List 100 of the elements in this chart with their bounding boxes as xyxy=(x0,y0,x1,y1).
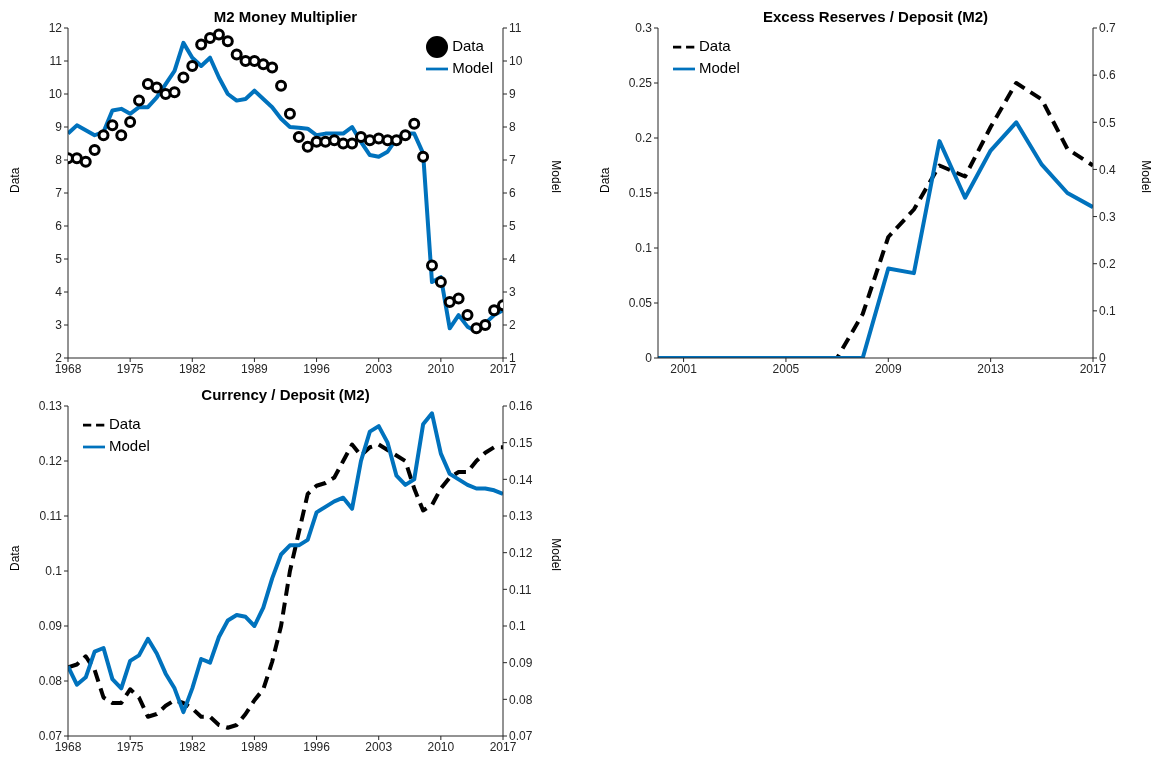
y2-tick-label: 8 xyxy=(509,120,516,135)
point xyxy=(79,155,92,168)
point xyxy=(106,119,119,132)
point xyxy=(168,86,181,99)
x-tick-label: 1982 xyxy=(178,361,206,376)
y-tick-label: 0.3 xyxy=(635,21,653,36)
x-tick-label: 1989 xyxy=(241,739,269,754)
point xyxy=(266,61,279,74)
point xyxy=(70,152,83,165)
y-tick-label: 0.11 xyxy=(39,509,63,524)
x-tick-label: 1968 xyxy=(54,739,82,754)
y2-tick-label: 0.16 xyxy=(509,399,533,414)
line-series xyxy=(68,40,503,334)
point xyxy=(133,94,146,107)
y2-tick-label: 0.15 xyxy=(509,435,533,450)
point xyxy=(399,129,412,142)
x-tick-label: 2013 xyxy=(977,361,1005,376)
point xyxy=(434,276,447,289)
y-tick-label: 0.15 xyxy=(628,186,653,201)
x-tick-label: 1975 xyxy=(116,739,144,754)
x-tick-label: 1968 xyxy=(54,361,82,376)
y2-tick-label: 0.09 xyxy=(509,655,533,670)
y2-tick-label: 9 xyxy=(509,87,516,102)
y-axis-title: Data xyxy=(8,167,23,193)
y2-tick-label: 7 xyxy=(509,153,516,168)
y2-tick-label: 11 xyxy=(509,21,522,36)
point xyxy=(292,130,305,143)
y2-tick-label: 6 xyxy=(509,186,516,201)
chart-title: Currency / Deposit (M2) xyxy=(201,386,370,403)
y-tick-label: 8 xyxy=(55,153,63,168)
y2-tick-label: 0.13 xyxy=(509,509,533,524)
point xyxy=(363,134,376,147)
y2-tick-label: 3 xyxy=(509,285,516,300)
y-tick-label: 9 xyxy=(55,120,63,135)
y-axis-title: Data xyxy=(598,167,613,193)
point xyxy=(124,116,137,129)
x-tick-label: 2010 xyxy=(427,361,455,376)
x-tick-label: 2017 xyxy=(1079,361,1107,376)
point xyxy=(221,35,234,48)
point xyxy=(212,28,225,41)
y2-tick-label: 0.3 xyxy=(1099,209,1117,224)
y-tick-label: 0.25 xyxy=(628,76,653,91)
point xyxy=(248,55,261,67)
y2-tick-label: 0.2 xyxy=(1099,256,1117,271)
point xyxy=(195,38,208,51)
y2-tick-label: 2 xyxy=(509,318,516,333)
point xyxy=(204,31,217,44)
point xyxy=(354,130,367,143)
y-tick-label: 11 xyxy=(49,54,63,69)
y2-tick-label: 0.5 xyxy=(1099,115,1117,130)
point xyxy=(346,137,359,150)
point xyxy=(283,107,296,120)
y2-tick-label: 0.6 xyxy=(1099,68,1117,83)
x-tick-label: 1975 xyxy=(116,361,144,376)
y-tick-label: 6 xyxy=(55,219,63,234)
y2-tick-label: 0.7 xyxy=(1099,21,1117,36)
point xyxy=(230,48,243,61)
x-tick-label: 2017 xyxy=(489,361,517,376)
point xyxy=(186,59,199,72)
x-tick-label: 1989 xyxy=(241,361,269,376)
y2-tick-label: 0.08 xyxy=(509,692,533,707)
point xyxy=(88,144,101,157)
y-tick-label: 0.05 xyxy=(628,296,653,311)
x-tick-label: 2005 xyxy=(772,361,800,376)
y-tick-label: 0 xyxy=(645,351,653,366)
point xyxy=(452,292,465,305)
point xyxy=(257,58,270,71)
y-tick-label: 0.12 xyxy=(38,454,63,469)
y-axis-title: Data xyxy=(8,545,23,571)
point xyxy=(177,71,190,84)
x-tick-label: 1996 xyxy=(303,739,331,754)
y-tick-label: 0.08 xyxy=(38,674,63,689)
legend-label: Model xyxy=(699,58,740,76)
x-tick-label: 1996 xyxy=(303,361,331,376)
point xyxy=(443,295,456,308)
y2-tick-label: 4 xyxy=(509,252,516,267)
point xyxy=(159,88,172,100)
point xyxy=(408,117,421,130)
y2-axis-title: Model xyxy=(1138,160,1153,193)
point xyxy=(417,150,430,163)
point xyxy=(488,304,501,317)
point xyxy=(470,322,483,335)
y2-tick-label: 0.1 xyxy=(1099,304,1117,319)
x-tick-label: 1982 xyxy=(178,739,206,754)
y2-tick-label: 0.1 xyxy=(509,619,527,634)
chart-title: M2 Money Multiplier xyxy=(213,8,358,25)
legend-label: Model xyxy=(109,436,150,454)
x-tick-label: 2009 xyxy=(874,361,902,376)
y2-axis-title: Model xyxy=(548,538,563,571)
x-tick-label: 2003 xyxy=(365,361,393,376)
y2-axis-title: Model xyxy=(548,160,563,193)
y2-tick-label: 0.12 xyxy=(509,545,533,560)
point xyxy=(479,319,492,331)
chart-title: Excess Reserves / Deposit (M2) xyxy=(762,8,989,25)
y-tick-label: 0.13 xyxy=(38,399,63,414)
y-tick-label: 7 xyxy=(55,186,63,201)
point xyxy=(275,79,288,92)
x-tick-label: 2017 xyxy=(489,739,517,754)
legend-label: Model xyxy=(452,58,493,76)
x-tick-label: 2010 xyxy=(427,739,455,754)
